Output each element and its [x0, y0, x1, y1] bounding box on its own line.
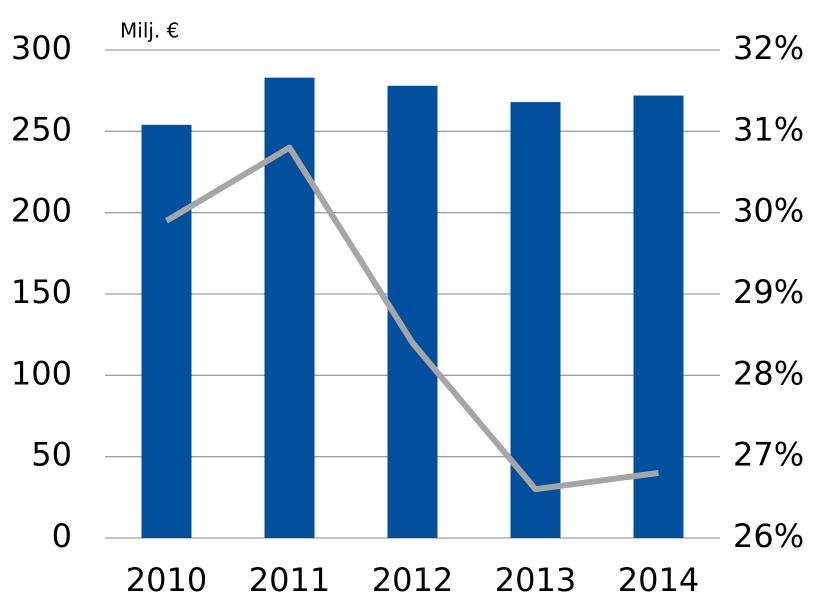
y-tick-label: 250: [11, 110, 72, 148]
y2-tick-label: 27%: [733, 436, 804, 474]
x-tick-label: 2014: [618, 561, 699, 599]
bar: [633, 95, 684, 539]
x-tick-label: 2010: [126, 561, 207, 599]
y-tick-label: 50: [31, 436, 72, 474]
x-tick-label: 2012: [372, 561, 453, 599]
y2-tick-label: 28%: [733, 354, 804, 392]
y-tick-label: 100: [11, 354, 72, 392]
x-tick-label: 2013: [495, 561, 576, 599]
y2-tick-label: 32%: [733, 29, 804, 67]
x-tick-label: 2011: [249, 561, 330, 599]
y2-tick-label: 30%: [733, 192, 804, 230]
y2-tick-label: 26%: [733, 517, 804, 555]
y2-tick-label: 29%: [733, 273, 804, 311]
y-tick-label: 200: [11, 192, 72, 230]
y2-tick-label: 31%: [733, 110, 804, 148]
y-tick-label: 0: [52, 517, 72, 555]
bar: [141, 124, 192, 539]
y-axis-label: Milj. €: [120, 19, 179, 43]
y-tick-label: 150: [11, 273, 72, 311]
y-tick-label: 300: [11, 29, 72, 67]
line: [164, 144, 659, 493]
